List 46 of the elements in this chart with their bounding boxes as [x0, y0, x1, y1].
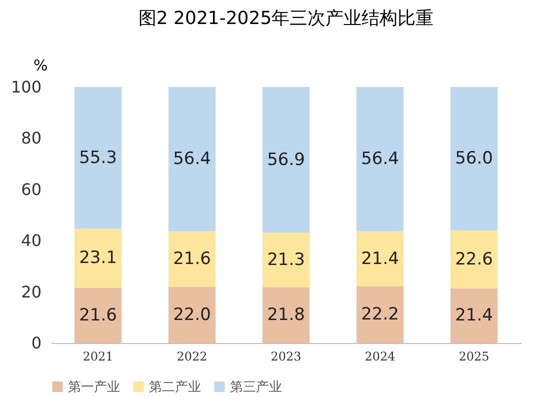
chart-title: 图2 2021-2025年三次产业结构比重 [138, 8, 434, 29]
x-tick-label: 2024 [364, 350, 396, 364]
bar [450, 230, 498, 288]
bar [74, 87, 122, 229]
bar [168, 87, 216, 232]
data-label: 21.6 [79, 305, 117, 326]
y-tick-label: 60 [21, 180, 42, 199]
data-label: 21.4 [455, 306, 493, 326]
bar [74, 288, 122, 343]
data-label: 56.4 [361, 149, 399, 170]
y-tick-label: 20 [21, 282, 42, 302]
data-label: 56.0 [455, 148, 493, 169]
data-label: 21.6 [173, 249, 211, 270]
y-tick-label: 80 [21, 128, 42, 148]
x-tick-label: 2023 [270, 350, 302, 364]
bar [450, 288, 498, 343]
data-label: 56.9 [267, 150, 305, 170]
bar [168, 286, 216, 343]
data-label: 21.4 [361, 248, 399, 269]
x-tick-label: 2025 [458, 350, 490, 364]
bar [262, 232, 310, 288]
legend-label: 第二产业 [149, 380, 201, 395]
x-tick-label: 2021 [82, 350, 114, 364]
bar [262, 287, 310, 343]
data-label: 23.1 [79, 248, 117, 268]
bar [356, 87, 404, 232]
data-label: 55.3 [79, 148, 117, 168]
bar [356, 286, 404, 343]
y-axis-title: % [34, 56, 48, 74]
y-tick-label: 40 [21, 231, 42, 250]
data-label: 21.3 [267, 250, 305, 270]
y-tick-label: 0 [31, 334, 42, 352]
data-label: 56.4 [173, 149, 211, 170]
bar [74, 228, 122, 288]
data-label: 22.0 [173, 304, 211, 325]
legend-label: 第三产业 [230, 380, 282, 395]
data-label: 21.8 [267, 305, 305, 326]
bar [262, 87, 310, 233]
data-label: 22.6 [455, 249, 493, 270]
bar [168, 231, 216, 287]
bar [356, 231, 404, 286]
bar [450, 87, 498, 230]
data-label: 22.2 [361, 304, 399, 325]
y-tick-label: 100 [10, 78, 42, 96]
legend-label: 第一产业 [68, 380, 120, 395]
x-tick-label: 2022 [176, 350, 208, 364]
